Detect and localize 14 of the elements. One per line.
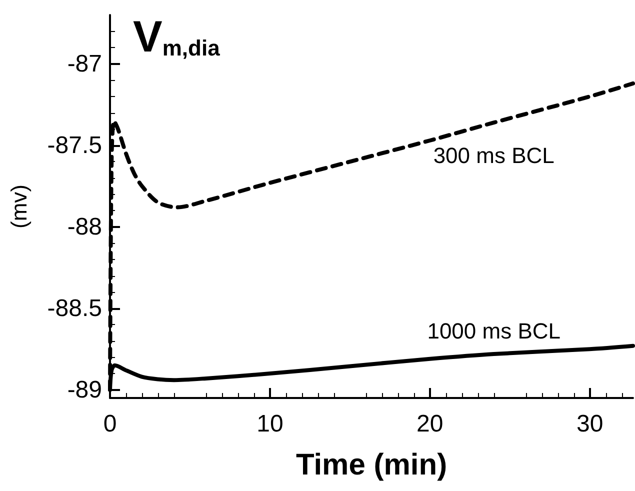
y-tick-label: -88: [67, 213, 102, 240]
x-tick-label: 0: [103, 410, 117, 438]
y-tick-label: -88.5: [47, 294, 102, 322]
series-label: 1000 ms BCL: [427, 318, 560, 344]
chart-title: Vm,dia: [133, 12, 221, 62]
y-tick-label: -87: [67, 50, 102, 78]
y-axis-title: (mv): [6, 184, 32, 228]
y-tick-label: -87.5: [47, 132, 102, 159]
x-tick-label: 30: [576, 410, 604, 438]
y-tick-label: -89: [67, 376, 102, 404]
x-tick-label: 10: [256, 410, 284, 438]
series-label: 300 ms BCL: [433, 143, 554, 168]
x-axis-title: Time (min): [296, 448, 448, 482]
x-tick-label: 20: [416, 410, 444, 438]
